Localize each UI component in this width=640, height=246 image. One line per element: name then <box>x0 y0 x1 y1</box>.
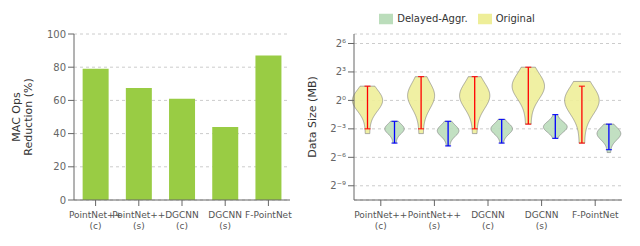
svg-text:F-PointNet: F-PointNet <box>245 210 292 220</box>
html-text:(c): (c) <box>89 221 102 231</box>
svg-text:PointNet++(s): PointNet++(s) <box>408 210 461 231</box>
svg-text:20: 20 <box>53 161 66 172</box>
svg-text:PointNet++(s): PointNet++(s) <box>112 210 165 231</box>
svg-text:PointNet++(c): PointNet++(c) <box>354 210 407 231</box>
svg-text:2⁶: 2⁶ <box>336 38 346 49</box>
svg-text:DGCNN(s): DGCNN(s) <box>208 210 242 231</box>
svg-text:DGCNN(c): DGCNN(c) <box>471 210 505 231</box>
svg-text:DGCNN(s): DGCNN(s) <box>525 210 559 231</box>
html-text:Delayed-Aggr.: Delayed-Aggr. <box>397 13 468 24</box>
svg-text:F-PointNet: F-PointNet <box>572 210 619 220</box>
svg-text:40: 40 <box>53 128 66 139</box>
svg-text:2³: 2³ <box>336 66 346 77</box>
svg-text:80: 80 <box>53 62 66 73</box>
html-text:PointNet++: PointNet++ <box>69 210 123 220</box>
svg-text:2⁻⁹: 2⁻⁹ <box>330 180 346 191</box>
svg-text:DGCNN(c): DGCNN(c) <box>165 210 199 231</box>
svg-text:2⁻⁶: 2⁻⁶ <box>330 152 346 163</box>
html-text:Original: Original <box>495 13 535 24</box>
svg-text:2⁰: 2⁰ <box>336 95 346 106</box>
svg-text:60: 60 <box>53 95 66 106</box>
svg-text:Data Size (MB): Data Size (MB) <box>306 76 319 157</box>
svg-text:100: 100 <box>47 29 66 40</box>
svg-text:2⁻³: 2⁻³ <box>330 123 346 134</box>
svg-text:0: 0 <box>60 195 66 206</box>
svg-text:MAC OpsReduction (%): MAC OpsReduction (%) <box>10 78 35 156</box>
